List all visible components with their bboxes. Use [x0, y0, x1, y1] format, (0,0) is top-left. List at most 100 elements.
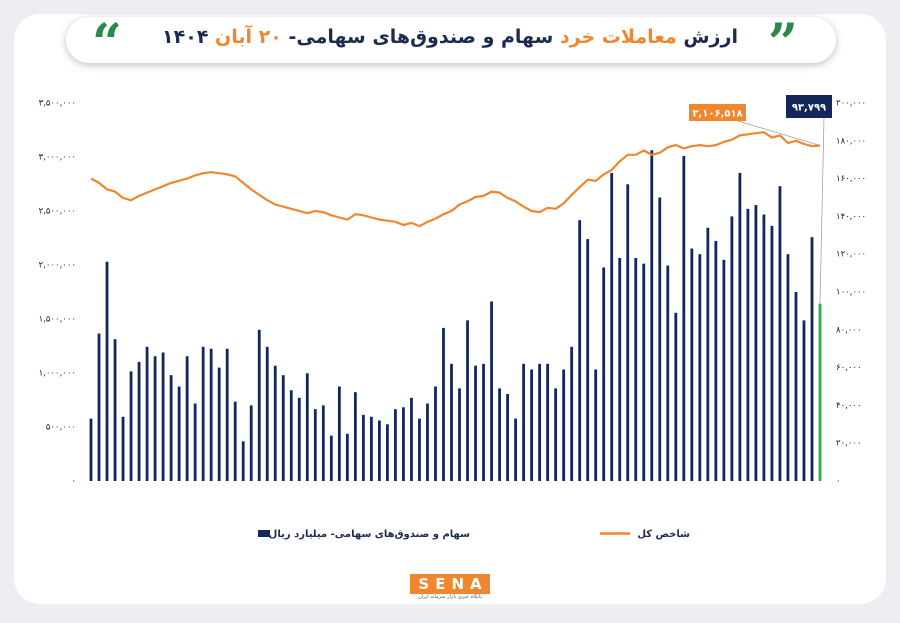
bar [706, 227, 710, 481]
bar [818, 303, 822, 481]
bar [305, 373, 309, 481]
y-tick-label: ۳,۵۰۰,۰۰۰ [39, 99, 76, 109]
bar [498, 388, 501, 481]
label-connector [819, 117, 825, 304]
bar [273, 365, 277, 481]
y2-tick-label: ۱۶۰,۰۰۰ [836, 174, 866, 184]
bar [730, 216, 734, 481]
y2-tick-label: ۱۰۰,۰۰۰ [836, 288, 866, 298]
legend-label: سهام و صندوق‌های سهامی- میلیارد ریال [269, 529, 471, 540]
bar [554, 388, 558, 481]
bar [145, 346, 149, 481]
quote-mark: ” [768, 13, 798, 74]
bar [642, 263, 646, 481]
bar [225, 348, 229, 481]
y-tick-label: ۱,۰۰۰,۰۰۰ [39, 369, 76, 379]
bar [217, 367, 221, 481]
bar [185, 356, 189, 481]
logo: SENA پایگاه خبری بازار سرمایه ایران [405, 574, 495, 600]
title-part: معاملات خرد [559, 26, 677, 48]
bar [634, 257, 638, 481]
line [90, 131, 821, 228]
bar [281, 375, 285, 481]
bar [402, 407, 405, 481]
title-part: ارزش [683, 26, 738, 48]
bar [137, 361, 141, 481]
y2-tick-label: ۴۰,۰۰۰ [836, 401, 862, 411]
value-label-box [689, 104, 746, 121]
bar [546, 363, 550, 481]
y2-tick-label: ۶۰,۰۰۰ [836, 363, 862, 373]
bar [690, 248, 694, 481]
y-tick-label: ۲,۵۰۰,۰۰۰ [39, 207, 76, 217]
bar [394, 409, 397, 481]
bar [522, 363, 525, 481]
bar [249, 405, 253, 481]
bar [746, 208, 750, 481]
bar [418, 418, 421, 481]
bar [233, 401, 237, 481]
bar [201, 346, 205, 481]
bar [113, 339, 117, 481]
bar [257, 329, 261, 481]
bar [594, 369, 598, 481]
legend-swatch [258, 530, 270, 537]
bar [410, 397, 413, 481]
bar [514, 418, 517, 481]
bar [361, 414, 365, 481]
y2-tick-label: ۱۴۰,۰۰۰ [836, 212, 866, 222]
y-tick-label: ۳,۰۰۰,۰۰۰ [39, 153, 76, 163]
bar [538, 363, 542, 481]
bar [153, 356, 157, 481]
bar [626, 184, 630, 481]
bar [618, 257, 622, 481]
title-part: سهام و صندوق‌های سهامی- [288, 26, 554, 48]
bar [482, 363, 485, 481]
title-part: ۲۰ آبان [215, 26, 282, 48]
bar [426, 403, 429, 481]
bar [329, 435, 333, 481]
bar [369, 416, 373, 481]
bar [129, 371, 133, 481]
bar [762, 214, 766, 481]
bar [682, 155, 686, 482]
bar [602, 267, 606, 481]
bar [754, 205, 758, 481]
bar [490, 301, 493, 481]
bar [434, 386, 437, 481]
bar [169, 375, 173, 481]
bar [345, 433, 349, 481]
bar [353, 392, 357, 481]
bar [786, 254, 790, 481]
legend-label: شاخص کل [637, 529, 690, 540]
bar [442, 327, 445, 481]
bar [506, 394, 509, 481]
title-part: ۱۴۰۴ [162, 26, 209, 48]
bar [450, 363, 453, 481]
bar [177, 386, 181, 481]
bar [658, 197, 662, 481]
y-tick-label: ۱,۵۰۰,۰۰۰ [39, 315, 76, 325]
bar [466, 320, 469, 481]
bar [193, 403, 197, 481]
chart-title: ارزش معاملات خرد سهام و صندوق‌های سهامی-… [140, 26, 760, 48]
bar [794, 292, 798, 481]
bar [161, 352, 165, 481]
bar [313, 409, 317, 481]
y2-tick-label: ۲۰۰,۰۰۰ [836, 99, 866, 109]
bar [570, 346, 574, 481]
bar [321, 405, 325, 481]
y-tick-label: ۰ [71, 477, 76, 487]
bar [209, 348, 213, 481]
bar [674, 312, 678, 481]
bar [458, 388, 461, 481]
value-label: ۹۳,۷۹۹ [792, 103, 826, 114]
y-tick-label: ۵۰۰,۰۰۰ [46, 423, 76, 433]
bar [377, 420, 381, 481]
label-connector [737, 120, 821, 146]
y2-tick-label: ۱۸۰,۰۰۰ [836, 136, 866, 146]
value-label-box [786, 95, 832, 118]
bar [610, 172, 614, 481]
y2-tick-label: ۲۰,۰۰۰ [836, 439, 862, 449]
